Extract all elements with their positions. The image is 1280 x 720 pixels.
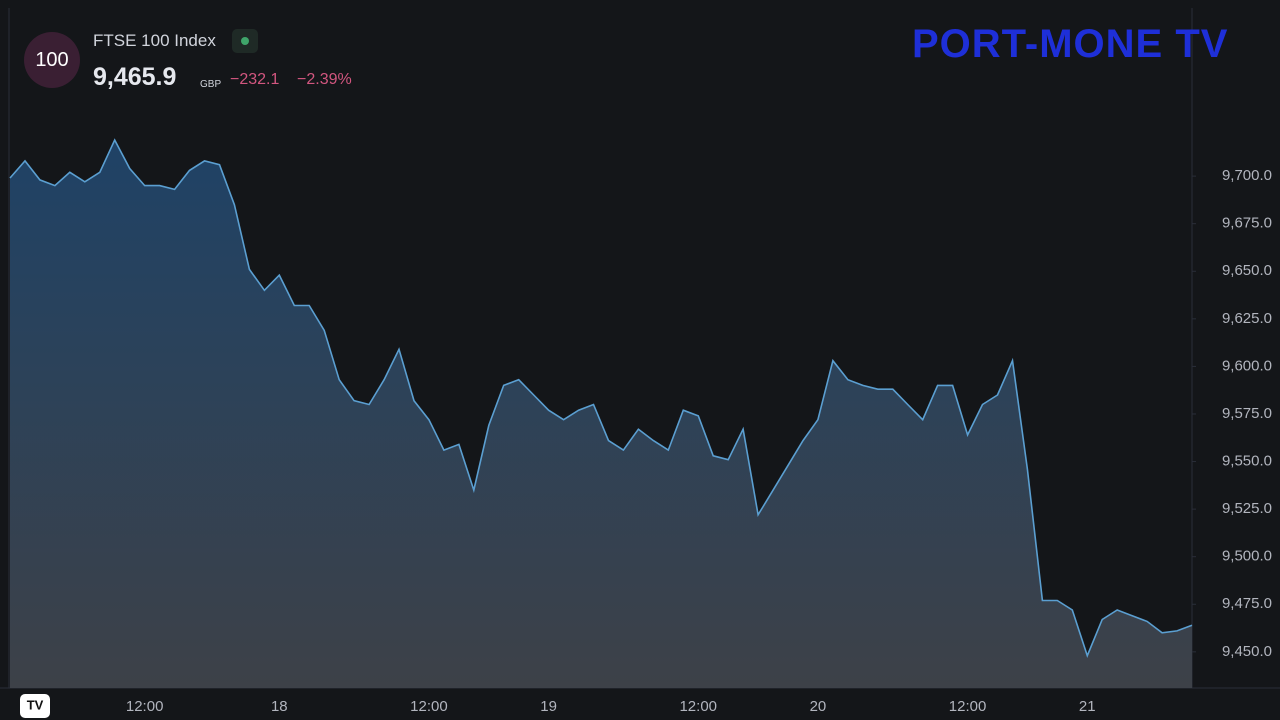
change: −232.1 (230, 71, 280, 88)
symbol-logo: 100 (24, 32, 80, 88)
y-tick-label: 9,625.0 (1222, 310, 1272, 327)
y-tick-label: 9,450.0 (1222, 643, 1272, 660)
y-tick-label: 9,675.0 (1222, 215, 1272, 232)
y-tick-label: 9,600.0 (1222, 357, 1272, 374)
price: 9,465.9 (93, 63, 177, 91)
x-tick-label: 12:00 (679, 698, 717, 715)
tv-icon-text: TV (27, 697, 44, 712)
y-tick-label: 9,475.0 (1222, 595, 1272, 612)
x-tick-label: 18 (271, 698, 288, 715)
y-tick-label: 9,700.0 (1222, 167, 1272, 184)
y-tick-label: 9,525.0 (1222, 500, 1272, 517)
x-tick-label: 19 (540, 698, 557, 715)
market-status[interactable] (232, 29, 258, 53)
x-tick-label: 12:00 (949, 698, 987, 715)
tv-icon (20, 694, 50, 718)
currency: GBP (200, 79, 222, 90)
change-pct: −2.39% (297, 71, 352, 88)
x-tick-label: 20 (810, 698, 827, 715)
y-tick-label: 9,575.0 (1222, 405, 1272, 422)
y-tick-label: 9,500.0 (1222, 548, 1272, 565)
watermark: PORT-MONE TV (912, 22, 1229, 66)
symbol-name[interactable]: FTSE 100 Index (93, 31, 216, 50)
y-tick-label: 9,550.0 (1222, 453, 1272, 470)
price-line (9, 138, 1193, 659)
area-fill (10, 140, 1192, 688)
x-tick-label: 12:00 (126, 698, 164, 715)
x-tick-label: 12:00 (410, 698, 448, 715)
x-tick-label: 21 (1079, 698, 1096, 715)
y-tick-label: 9,650.0 (1222, 262, 1272, 279)
